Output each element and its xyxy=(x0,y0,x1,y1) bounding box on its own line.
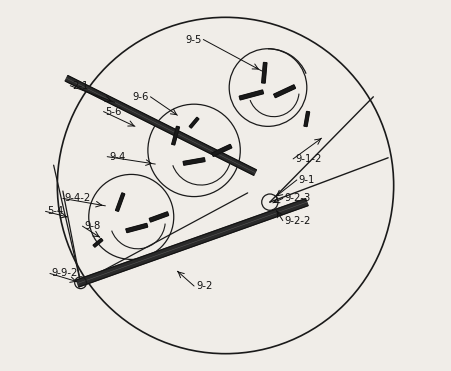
Polygon shape xyxy=(274,85,295,98)
Text: 9-8: 9-8 xyxy=(84,221,101,231)
Polygon shape xyxy=(304,111,309,127)
Text: 5-4: 5-4 xyxy=(47,206,64,216)
Polygon shape xyxy=(126,223,147,233)
Text: 9-5: 9-5 xyxy=(185,35,202,45)
Text: 9-1: 9-1 xyxy=(299,175,315,185)
Text: 9-2-2: 9-2-2 xyxy=(285,216,311,226)
Text: 5-6: 5-6 xyxy=(106,106,122,116)
Text: 9-1-2: 9-1-2 xyxy=(295,154,322,164)
Polygon shape xyxy=(172,126,179,145)
Polygon shape xyxy=(189,117,199,128)
Polygon shape xyxy=(115,193,125,211)
Text: 9-6: 9-6 xyxy=(132,92,149,102)
Polygon shape xyxy=(262,62,267,83)
Text: 9-2: 9-2 xyxy=(196,281,212,291)
Polygon shape xyxy=(149,212,169,222)
Polygon shape xyxy=(212,144,232,156)
Text: 9-2-3: 9-2-3 xyxy=(285,193,311,203)
Text: 9-4: 9-4 xyxy=(109,152,125,162)
Polygon shape xyxy=(239,90,263,100)
Text: 9-9-2: 9-9-2 xyxy=(52,269,78,279)
Polygon shape xyxy=(183,158,205,165)
Text: 9-4-2: 9-4-2 xyxy=(65,193,91,203)
Polygon shape xyxy=(93,239,103,247)
Polygon shape xyxy=(76,198,308,287)
Polygon shape xyxy=(65,76,256,175)
Text: 2-1: 2-1 xyxy=(72,81,88,91)
